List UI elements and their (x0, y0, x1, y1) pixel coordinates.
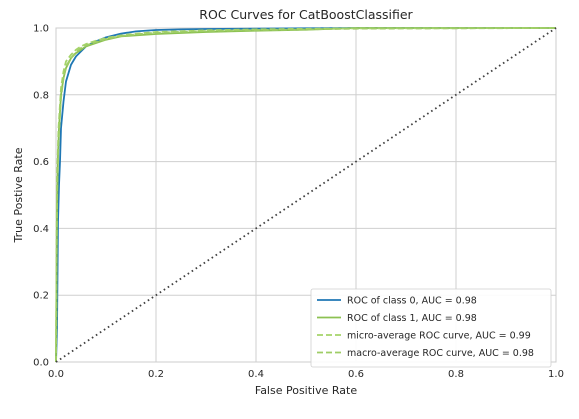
x-tick-label: 0.2 (148, 369, 164, 380)
y-tick-label: 1.0 (33, 24, 49, 35)
chart-title: ROC Curves for CatBoostClassifier (199, 7, 413, 22)
x-tick-label: 0.0 (48, 369, 64, 380)
y-axis-label: True Postive Rate (12, 147, 25, 243)
y-tick-label: 0.6 (33, 157, 49, 168)
series-line-3 (55, 27, 557, 363)
y-tick-label: 0.2 (33, 291, 49, 302)
legend-entry: ROC of class 1, AUC = 0.98 (347, 313, 477, 324)
x-tick-label: 0.8 (448, 369, 464, 380)
y-tick-label: 0.4 (33, 224, 49, 235)
legend: ROC of class 0, AUC = 0.98 ROC of class 1… (310, 288, 552, 368)
legend-box (310, 288, 552, 368)
x-tick-label: 0.6 (348, 369, 364, 380)
legend-entry: micro-average ROC curve, AUC = 0.99 (347, 331, 531, 342)
legend-entry: ROC of class 0, AUC = 0.98 (347, 296, 477, 307)
series-layer (55, 27, 557, 363)
x-axis-label: False Positive Rate (255, 384, 357, 397)
series-line-2 (55, 27, 557, 363)
y-tick-label: 0.0 (33, 358, 49, 369)
x-tick-label: 0.4 (248, 369, 264, 380)
y-tick-label: 0.8 (33, 90, 49, 101)
axes: 0.0 0.2 0.4 0.6 0.8 1.0 0.0 0.2 0.4 0.6 0.8 1.0 (33, 24, 564, 381)
grid (55, 27, 557, 363)
x-tick-label: 1.0 (548, 369, 564, 380)
legend-entry: macro-average ROC curve, AUC = 0.98 (347, 348, 534, 359)
